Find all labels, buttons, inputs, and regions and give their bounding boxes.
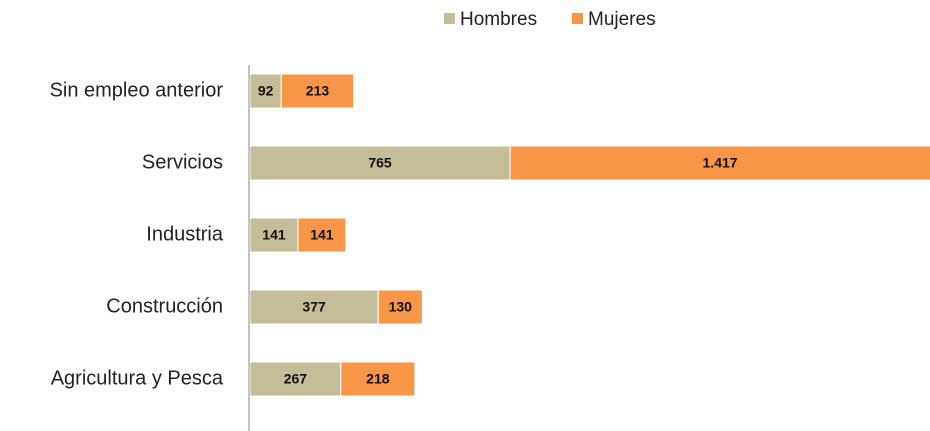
legend-label: Mujeres [588,9,656,30]
legend-swatch [444,13,455,24]
category-label: Agricultura y Pesca [51,367,224,389]
category-label: Construcción [106,295,223,317]
bar-segment [509,145,930,181]
category-label: Industria [146,223,224,245]
data-label: 1.417 [703,155,738,171]
bar-segment [249,289,379,325]
data-label: 92 [258,83,274,99]
bar-segment [340,361,416,397]
legend-swatch [572,13,583,24]
category-label: Servicios [142,151,223,173]
bar-segment [249,145,511,181]
data-label: 141 [310,227,334,243]
data-label: 130 [389,299,413,315]
data-label: 377 [302,299,326,315]
bar-segment [297,217,347,253]
data-label: 267 [284,371,308,387]
legend-label: Hombres [460,9,537,30]
category-label: Sin empleo anterior [50,79,224,101]
bar-segment [280,73,355,109]
data-label: 218 [366,371,390,387]
data-label: 141 [262,227,286,243]
data-label: 765 [368,155,392,171]
data-label: 213 [306,83,330,99]
bar-segment [377,289,423,325]
